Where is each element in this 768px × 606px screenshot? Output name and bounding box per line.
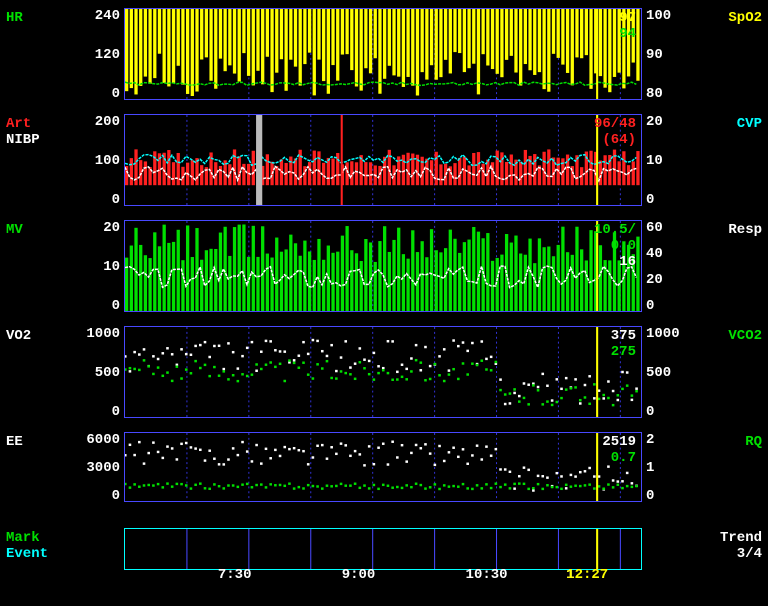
- chart-area[interactable]: [124, 220, 642, 312]
- timebar-label: 3/4: [720, 546, 762, 562]
- axis-tick: 200: [72, 114, 120, 130]
- current-value: (64): [594, 132, 636, 148]
- axis-tick: 120: [72, 47, 120, 63]
- trend-panel-3: VO2 VCO2 1000 500 0 1000 500 0 375275: [0, 326, 768, 418]
- time-tick: 7:30: [218, 567, 252, 583]
- axis-tick: 500: [646, 365, 694, 381]
- current-value: 2519: [602, 434, 636, 450]
- time-tick: 9:00: [342, 567, 376, 583]
- time-axis[interactable]: 7:309:0010:30112:27: [124, 528, 642, 570]
- param-label: RQ: [745, 434, 762, 450]
- axis-tick: 100: [646, 8, 694, 24]
- axis-tick: 10: [646, 153, 694, 169]
- axis-tick: 0: [72, 192, 120, 208]
- current-value: 375: [611, 328, 636, 344]
- axis-tick: 1000: [646, 326, 694, 342]
- axis-tick: 20: [646, 272, 694, 288]
- timebar-panel: MarkEvent Trend3/4 7:309:0010:30112:27: [0, 528, 768, 576]
- axis-tick: 60: [646, 220, 694, 236]
- axis-tick: 0: [646, 192, 694, 208]
- axis-tick: 10: [72, 259, 120, 275]
- param-label: NIBP: [6, 132, 40, 148]
- param-label: Resp: [728, 222, 762, 238]
- axis-tick: 100: [72, 153, 120, 169]
- param-label: VCO2: [728, 328, 762, 344]
- current-value: 275: [611, 344, 636, 360]
- chart-area[interactable]: [124, 432, 642, 502]
- timebar-label: Event: [6, 546, 48, 562]
- current-value: 0.7: [602, 450, 636, 466]
- axis-tick: 240: [72, 8, 120, 24]
- axis-tick: 1: [646, 460, 694, 476]
- axis-tick: 0: [72, 404, 120, 420]
- trend-panel-4: EE RQ 6000 3000 0 2 1 0 25190.7: [0, 432, 768, 502]
- param-label: MV: [6, 222, 23, 238]
- axis-tick: 3000: [72, 460, 120, 476]
- axis-tick: 80: [646, 86, 694, 102]
- param-label: SpO2: [728, 10, 762, 26]
- axis-tick: 0: [72, 298, 120, 314]
- axis-tick: 0: [72, 488, 120, 504]
- chart-area[interactable]: [124, 326, 642, 418]
- current-value: 96/48: [594, 116, 636, 132]
- param-label: VO2: [6, 328, 31, 344]
- timebar-label: Trend: [720, 530, 762, 546]
- axis-tick: 500: [72, 365, 120, 381]
- param-label: CVP: [737, 116, 762, 132]
- chart-area[interactable]: [124, 8, 642, 100]
- trend-panel-0: HR SpO2 240 120 0 100 90 80 9794: [0, 8, 768, 100]
- axis-tick: 0: [646, 298, 694, 314]
- current-value: 0.0: [594, 238, 636, 254]
- time-tick: 10:30: [466, 567, 508, 583]
- axis-tick: 0: [646, 404, 694, 420]
- axis-tick: 90: [646, 47, 694, 63]
- current-value: 10.5/: [594, 222, 636, 238]
- axis-tick: 20: [646, 114, 694, 130]
- vital-monitor-screen: HRSpO2240120010090809794ArtNIBPCVP200100…: [0, 0, 768, 606]
- param-label: HR: [6, 10, 23, 26]
- timebar-label: Mark: [6, 530, 48, 546]
- chart-area[interactable]: [124, 114, 642, 206]
- current-value: 97: [619, 10, 636, 26]
- axis-tick: 6000: [72, 432, 120, 448]
- param-label: EE: [6, 434, 23, 450]
- axis-tick: 20: [72, 220, 120, 236]
- axis-tick: 0: [72, 86, 120, 102]
- param-label: Art: [6, 116, 40, 132]
- axis-tick: 1000: [72, 326, 120, 342]
- trend-panel-1: ArtNIBPCVP20010002010096/48(64): [0, 114, 768, 206]
- axis-tick: 0: [646, 488, 694, 504]
- axis-tick: 40: [646, 246, 694, 262]
- current-value: 16: [594, 254, 636, 270]
- trend-panel-2: MV Resp 20 10 0 60 40 20 0 10.5/0.016: [0, 220, 768, 312]
- axis-tick: 2: [646, 432, 694, 448]
- current-value: 94: [619, 26, 636, 42]
